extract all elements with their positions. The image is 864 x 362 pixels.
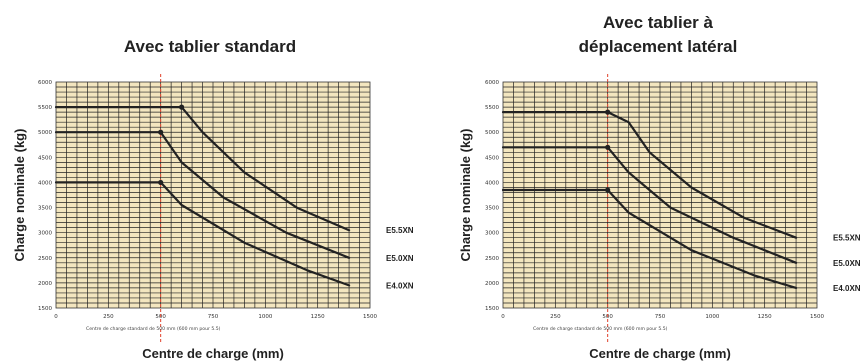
x-tick-label: 1500 (810, 314, 824, 320)
y-axis-label: Charge nominale (kg) (458, 129, 473, 262)
series-label: E4.0XN (386, 281, 414, 290)
x-tick-label: 750 (655, 314, 666, 320)
y-tick-label: 5500 (485, 105, 499, 111)
y-tick-label: 1500 (38, 306, 52, 312)
rated-point-marker (605, 109, 611, 115)
rated-point-marker (179, 104, 185, 110)
rated-point-marker (158, 179, 164, 186)
y-tick-label: 4000 (38, 180, 52, 186)
chart-title: Avec tablier standard (124, 37, 296, 56)
y-tick-label: 2000 (38, 281, 52, 287)
chart-title: Avec tablier à (603, 13, 713, 32)
chart-1: Avec tablier standard1500200025003000350… (12, 37, 414, 361)
y-tick-label: 2000 (485, 281, 499, 287)
series-line-e4-0xn (501, 188, 798, 289)
y-tick-label: 5500 (38, 105, 52, 111)
rated-point-marker (605, 144, 611, 150)
y-tick-label: 1500 (485, 306, 499, 312)
x-tick-label: 250 (103, 314, 114, 320)
plot-frame (502, 81, 818, 309)
y-tick-label: 4500 (485, 155, 499, 161)
x-axis-label: Centre de charge (mm) (142, 346, 284, 361)
series-label: E5.0XN (833, 259, 861, 268)
x-tick-label: 1000 (705, 314, 719, 320)
y-tick-label: 5000 (38, 130, 52, 136)
x-tick-label: 250 (550, 314, 561, 320)
y-tick-label: 6000 (38, 80, 52, 86)
series-label: E5.5XN (833, 234, 861, 243)
y-axis-label: Charge nominale (kg) (12, 129, 27, 262)
y-tick-label: 3500 (38, 206, 52, 212)
rated-point-marker (158, 129, 164, 135)
x-axis-label: Centre de charge (mm) (589, 346, 731, 361)
series-line-e5-0xn (54, 131, 351, 259)
series-label: E4.0XN (833, 284, 861, 293)
y-tick-label: 5000 (485, 130, 499, 136)
standard-load-note: Centre de charge standard de 500 mm (600… (86, 326, 221, 332)
series-line-e4-0xn (54, 181, 351, 287)
y-tick-label: 3500 (485, 206, 499, 212)
x-tick-label: 0 (501, 314, 505, 320)
y-tick-label: 3000 (485, 231, 499, 237)
y-tick-label: 3000 (38, 231, 52, 237)
series-label: E5.0XN (386, 254, 414, 263)
x-tick-label: 1000 (258, 314, 272, 320)
standard-load-note: Centre de charge standard de 500 mm (600… (533, 326, 668, 332)
y-tick-label: 2500 (38, 256, 52, 262)
x-tick-label: 1500 (363, 314, 377, 320)
y-tick-label: 4500 (38, 155, 52, 161)
chart-2: Avec tablier à déplacement latéral 1500 200… (458, 13, 861, 361)
x-tick-label: 0 (54, 314, 58, 320)
y-tick-label: 2500 (485, 256, 499, 262)
x-tick-label: 1250 (311, 314, 325, 320)
plot-frame (55, 81, 371, 309)
x-tick-label: 750 (208, 314, 219, 320)
series-line-e5-0xn (501, 146, 798, 264)
chart-title: déplacement latéral (579, 37, 738, 56)
y-tick-label: 6000 (485, 80, 499, 86)
series-line-e5-5xn (54, 105, 351, 232)
series-label: E5.5XN (386, 226, 414, 235)
rated-point-marker (605, 187, 611, 193)
y-tick-label: 4000 (485, 180, 499, 186)
x-tick-label: 1250 (758, 314, 772, 320)
